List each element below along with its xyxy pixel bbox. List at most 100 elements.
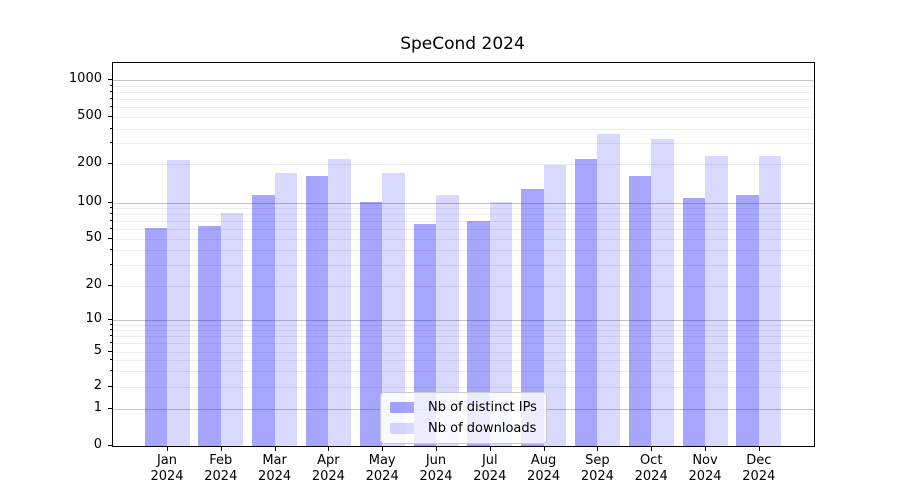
x-tick-mark bbox=[543, 447, 545, 451]
x-tick-month: Apr bbox=[317, 453, 340, 468]
y-minor-tick-mark bbox=[110, 207, 112, 209]
x-tick-label-jan: Jan 2024 bbox=[135, 453, 199, 484]
x-tick-month: Oct bbox=[639, 453, 663, 468]
y-tick-mark bbox=[108, 285, 112, 286]
x-tick-label-may: May 2024 bbox=[350, 453, 414, 484]
y-tick-label: 1000 bbox=[68, 71, 102, 86]
bar-aug-distinct-ips bbox=[521, 189, 544, 446]
gridline-minor bbox=[113, 387, 814, 388]
y-tick-label: 100 bbox=[77, 193, 102, 209]
y-tick-label: 50 bbox=[85, 229, 102, 245]
y-minor-tick-mark bbox=[110, 329, 112, 331]
legend-label-distinct-ips: Nb of distinct IPs bbox=[428, 400, 537, 415]
x-tick-mark bbox=[651, 447, 653, 451]
y-minor-tick-mark bbox=[110, 264, 112, 266]
y-tick-mark bbox=[108, 408, 112, 410]
bar-feb-downloads bbox=[220, 213, 244, 446]
plot-area: Nb of distinct IPs Nb of downloads bbox=[112, 62, 815, 447]
y-tick-mark bbox=[108, 116, 112, 117]
gridline-minor bbox=[113, 324, 814, 326]
gridline-minor bbox=[113, 85, 814, 87]
bar-jun-downloads bbox=[436, 194, 459, 446]
y-tick-label: 1 bbox=[93, 400, 102, 416]
bar-may-distinct-ips bbox=[359, 201, 383, 446]
bar-feb-distinct-ips bbox=[198, 225, 221, 446]
x-tick-month: Dec bbox=[746, 453, 772, 468]
bar-nov-distinct-ips bbox=[682, 198, 705, 446]
x-tick-mark bbox=[220, 447, 222, 451]
gridline-minor bbox=[113, 286, 814, 287]
gridline-minor bbox=[113, 360, 814, 362]
y-minor-tick-mark bbox=[110, 249, 112, 251]
x-tick-year: 2024 bbox=[258, 468, 292, 484]
x-tick-label-feb: Feb 2024 bbox=[189, 453, 253, 484]
y-tick-mark bbox=[108, 201, 112, 203]
y-minor-tick-mark bbox=[110, 142, 112, 144]
gridline-minor bbox=[113, 164, 814, 166]
gridline-major bbox=[113, 80, 814, 81]
y-tick-mark bbox=[108, 319, 112, 320]
bar-oct-downloads bbox=[651, 139, 674, 446]
x-tick-mark bbox=[382, 447, 384, 451]
y-minor-tick-mark bbox=[110, 90, 112, 92]
legend-item-distinct-ips: Nb of distinct IPs bbox=[390, 399, 537, 416]
y-tick-mark bbox=[108, 237, 112, 239]
gridline-minor bbox=[113, 250, 814, 252]
bar-jan-distinct-ips bbox=[144, 227, 167, 446]
gridline-minor bbox=[113, 208, 814, 210]
x-tick-year: 2024 bbox=[527, 468, 561, 484]
x-tick-label-nov: Nov 2024 bbox=[673, 453, 737, 484]
x-tick-mark bbox=[436, 447, 437, 451]
x-tick-mark bbox=[758, 447, 760, 451]
x-tick-month: Jun bbox=[425, 453, 447, 468]
gridline-minor bbox=[113, 91, 814, 93]
gridline-minor bbox=[113, 336, 814, 338]
bar-jan-downloads bbox=[167, 159, 190, 446]
legend-label-downloads: Nb of downloads bbox=[428, 421, 537, 436]
x-tick-year: 2024 bbox=[150, 468, 184, 484]
x-tick-month: Jul bbox=[481, 453, 498, 468]
x-tick-label-oct: Oct 2024 bbox=[619, 453, 683, 484]
x-tick-year: 2024 bbox=[742, 468, 776, 484]
y-tick-label: 500 bbox=[77, 108, 102, 123]
x-tick-label-jun: Jun 2024 bbox=[404, 453, 468, 484]
gridline-minor bbox=[113, 265, 814, 267]
y-tick-label: 20 bbox=[85, 277, 102, 292]
y-minor-tick-mark bbox=[110, 220, 112, 222]
y-tick-mark bbox=[108, 163, 112, 165]
bar-jul-distinct-ips bbox=[467, 221, 490, 446]
y-minor-tick-mark bbox=[110, 213, 112, 215]
legend: Nb of distinct IPs Nb of downloads bbox=[380, 392, 547, 444]
bar-aug-downloads bbox=[543, 165, 567, 446]
x-tick-year: 2024 bbox=[311, 468, 345, 484]
x-tick-month: Sep bbox=[585, 453, 610, 468]
legend-item-downloads: Nb of downloads bbox=[390, 420, 537, 437]
y-minor-tick-mark bbox=[110, 359, 112, 361]
y-minor-tick-mark bbox=[110, 323, 112, 325]
y-minor-tick-mark bbox=[110, 84, 112, 86]
bar-sep-downloads bbox=[597, 133, 620, 446]
gridline-minor bbox=[113, 128, 814, 130]
y-minor-tick-mark bbox=[110, 127, 112, 129]
gridline-minor bbox=[113, 343, 814, 345]
x-tick-month: Aug bbox=[530, 453, 557, 468]
x-tick-month: Feb bbox=[209, 453, 233, 468]
gridline-major bbox=[113, 320, 814, 321]
y-tick-mark bbox=[108, 386, 112, 387]
x-tick-mark bbox=[489, 447, 491, 451]
x-tick-mark bbox=[167, 447, 168, 451]
legend-swatch-downloads bbox=[390, 423, 414, 434]
y-minor-tick-mark bbox=[110, 370, 112, 372]
x-tick-mark bbox=[274, 447, 276, 451]
x-tick-label-dec: Dec 2024 bbox=[727, 453, 791, 484]
x-tick-month: Nov bbox=[692, 453, 718, 468]
x-tick-mark bbox=[597, 447, 599, 451]
x-tick-label-sep: Sep 2024 bbox=[565, 453, 629, 484]
x-tick-year: 2024 bbox=[365, 468, 399, 484]
y-tick-mark bbox=[108, 79, 112, 80]
gridline-minor bbox=[113, 221, 814, 223]
y-minor-tick-mark bbox=[110, 335, 112, 337]
y-tick-label: 200 bbox=[77, 155, 102, 171]
y-tick-label: 2 bbox=[93, 378, 102, 393]
